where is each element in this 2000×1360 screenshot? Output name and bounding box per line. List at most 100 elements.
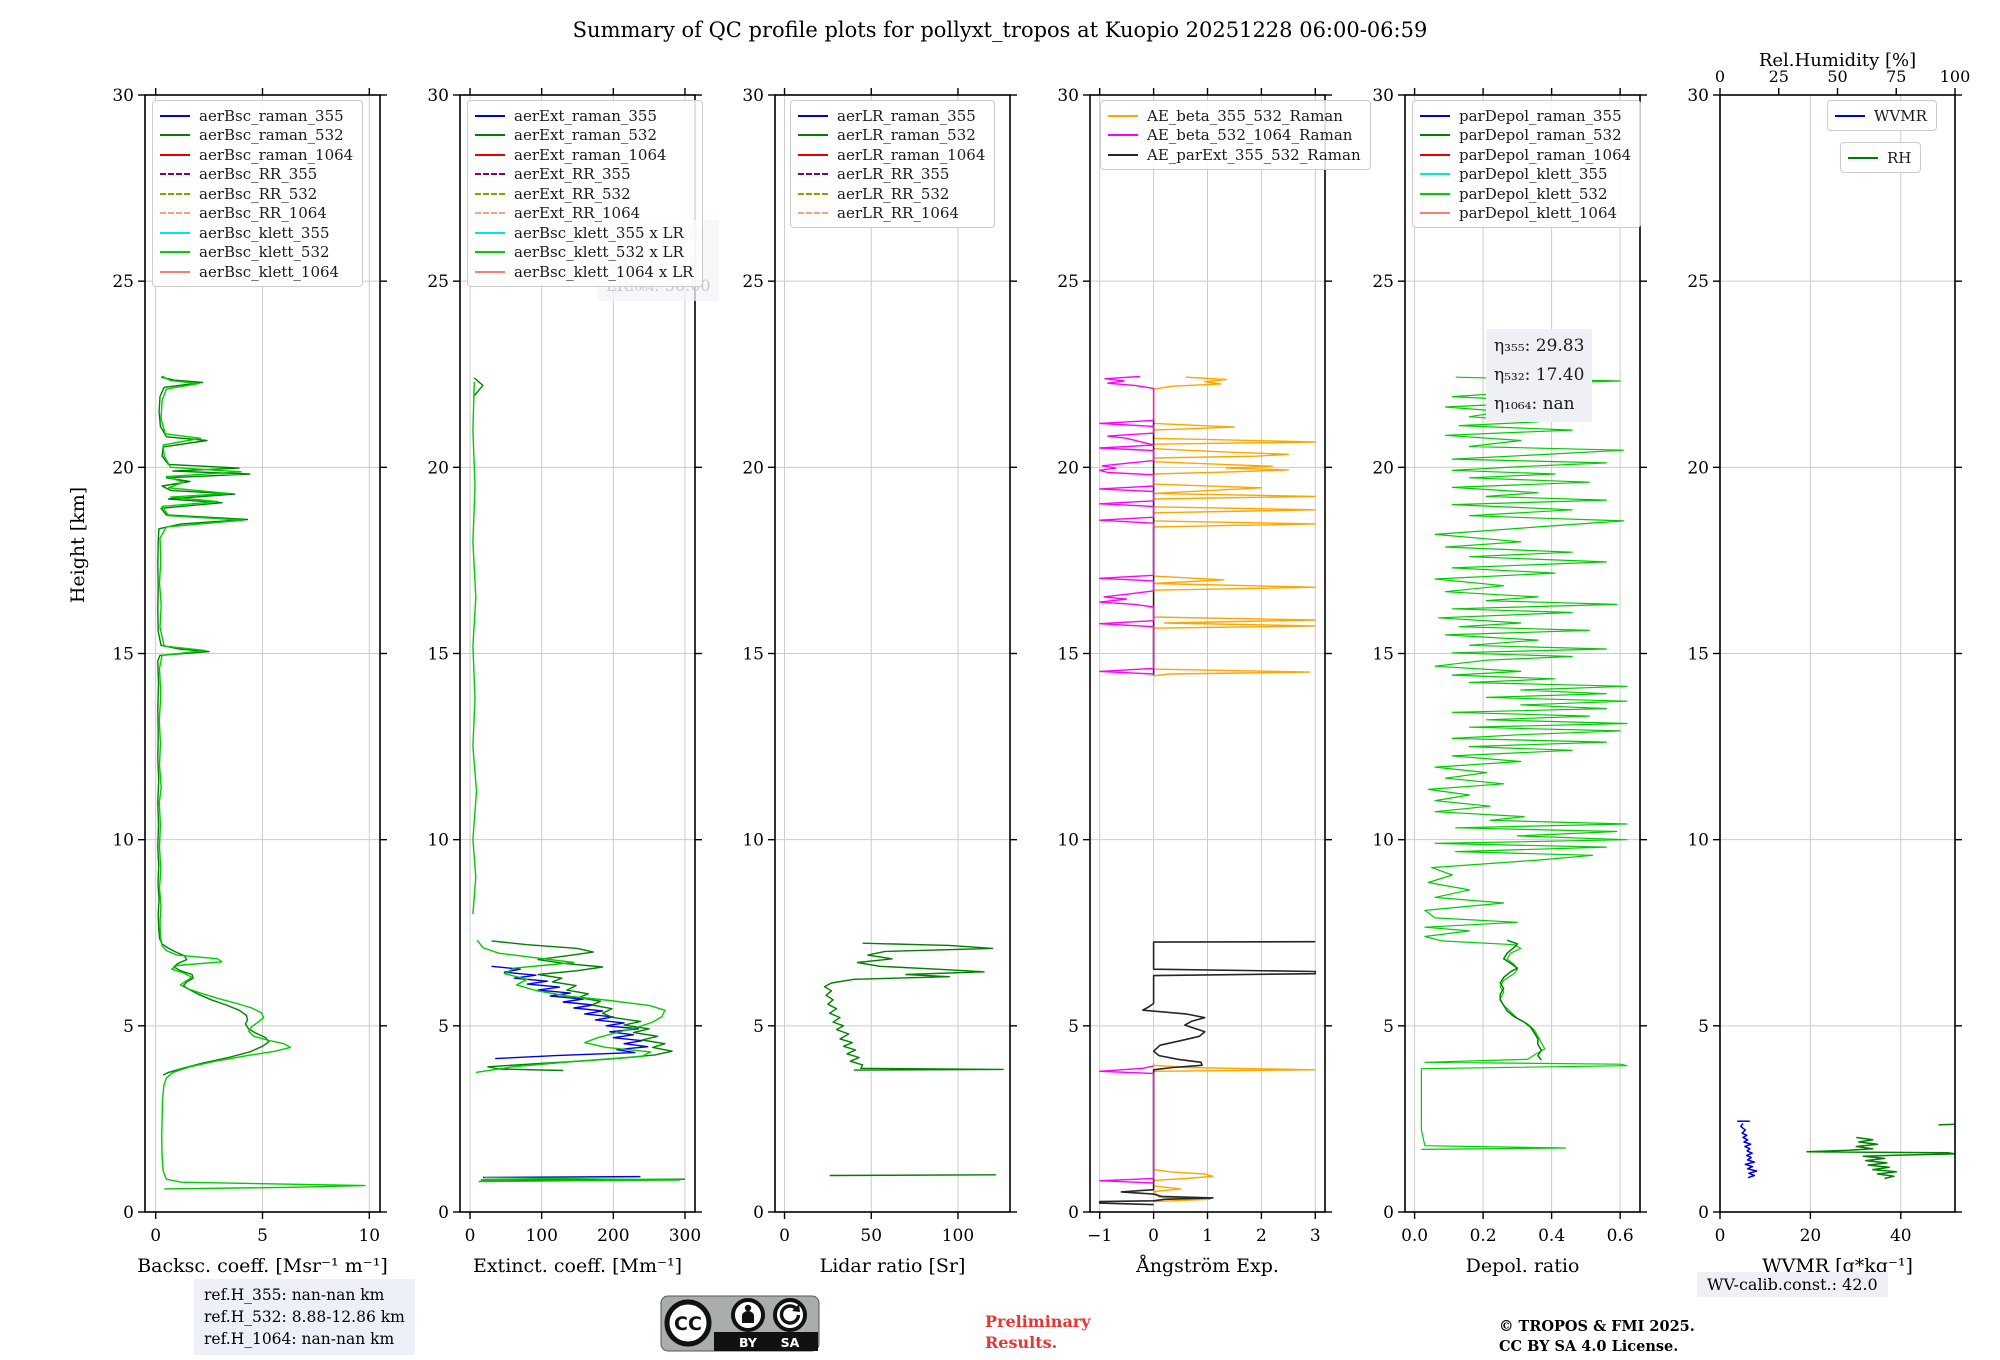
top-tick-label: 50 (1827, 67, 1847, 86)
top-tick-label: 25 (1769, 67, 1789, 86)
series-aerBsc_klett_532_x_LR (472, 381, 680, 1183)
series-aerExt_raman_532 (473, 377, 686, 1181)
reference-height-box: ref.H_355: nan-nan km ref.H_532: 8.88-12… (194, 1279, 415, 1355)
legend-item: AE_beta_532_1064_Raman (1108, 126, 1361, 146)
legend-line-sample (798, 114, 828, 117)
y-tick-label: 5 (753, 1017, 764, 1037)
annotation-line: η₃₅₅: 29.83 (1494, 336, 1585, 356)
y-tick-label: 0 (123, 1203, 134, 1223)
cc-by-sa-badge: CC BY SA (660, 1295, 820, 1352)
x-tick-label: 1 (1202, 1226, 1213, 1246)
y-tick-label: 25 (1372, 272, 1394, 292)
legend-item: aerLR_raman_355 (798, 106, 985, 126)
legend-label: aerBsc_klett_532 x LR (514, 243, 684, 262)
legend-label: aerExt_raman_355 (514, 106, 657, 125)
y-tick-label: 5 (1383, 1017, 1394, 1037)
legend-item: aerExt_RR_1064 (475, 204, 693, 224)
legend-line-sample (475, 114, 505, 117)
legend-item: aerBsc_klett_355 x LR (475, 223, 693, 243)
series-aerBsc_klett_532 (158, 375, 366, 1190)
legend-line-sample (1420, 192, 1450, 195)
x-tick-label: 0.6 (1607, 1226, 1634, 1246)
legend-item: aerBsc_klett_1064 (160, 262, 353, 282)
legend-item: aerExt_RR_355 (475, 165, 693, 185)
x-tick-label: 3 (1310, 1226, 1321, 1246)
legend-label: aerExt_RR_1064 (514, 204, 641, 223)
panel-wvmr: 0 20 40 WVMR [g*kg⁻¹] 0 25 50 75 100 0 5 10 15 20 25 30 (1687, 67, 1970, 1277)
legend-label: aerLR_RR_1064 (837, 204, 960, 223)
legend-depol: parDepol_raman_355 parDepol_raman_532 parD… (1412, 100, 1642, 228)
legend-label: aerBsc_RR_532 (199, 184, 318, 203)
y-tick-label: 20 (112, 458, 134, 478)
x-tick-label: 0 (1148, 1226, 1159, 1246)
y-tick-label: 15 (742, 645, 764, 665)
legend-item: aerLR_raman_1064 (798, 145, 985, 165)
legend-line-sample (160, 134, 190, 137)
x-tick-label: −1 (1087, 1226, 1112, 1246)
y-tick-label: 0 (1383, 1203, 1394, 1223)
legend-item: aerBsc_klett_1064 x LR (475, 262, 693, 282)
x-axis-label: Ångström Exp. (1135, 1255, 1279, 1277)
legend-line-sample (160, 173, 190, 176)
legend-item: aerBsc_klett_355 (160, 223, 353, 243)
legend-item: aerBsc_raman_1064 (160, 145, 353, 165)
legend-line-sample (798, 173, 828, 176)
legend-item: aerExt_raman_1064 (475, 145, 693, 165)
legend-angstroem: AE_beta_355_532_Raman AE_beta_532_1064_Ra… (1100, 100, 1371, 170)
series-AE_beta_355_532_Raman (1152, 376, 1317, 1203)
top-axis-label-rel-humidity: Rel.Humidity [%] (1758, 50, 1917, 71)
y-tick-label: 10 (742, 831, 764, 851)
annotation-line: η₁₀₆₄: nan (1494, 394, 1575, 414)
wv-calibration-constant: WV-calib.const.: 42.0 (1697, 1272, 1888, 1297)
legend-label: aerLR_RR_355 (837, 165, 950, 184)
annotation-depol: η₃₅₅: 29.83 η₅₃₂: 17.40 η₁₀₆₄: nan (1486, 329, 1593, 422)
legend-line-sample (798, 192, 828, 195)
legend-label: parDepol_klett_1064 (1459, 204, 1618, 223)
y-tick-label: 15 (1057, 645, 1079, 665)
legend-line-sample (475, 192, 505, 195)
x-axis-label: Depol. ratio (1466, 1255, 1580, 1277)
legend-label: aerBsc_klett_532 (199, 243, 330, 262)
preliminary-results-note: Preliminary Results. (985, 1312, 1091, 1352)
legend-line-sample (475, 212, 505, 215)
y-tick-label: 10 (1372, 831, 1394, 851)
y-tick-label: 10 (1057, 831, 1079, 851)
legend-label: aerExt_raman_532 (514, 126, 657, 145)
y-tick-label: 25 (1687, 272, 1709, 292)
y-tick-label: 20 (1687, 458, 1709, 478)
x-tick-label: 100 (942, 1226, 974, 1246)
top-tick-label: 100 (1940, 67, 1971, 86)
y-tick-label: 15 (1687, 645, 1709, 665)
x-tick-label: 0.0 (1401, 1226, 1428, 1246)
x-axis-label: WVMR [g*kg⁻¹] (1762, 1255, 1913, 1277)
y-tick-label: 5 (123, 1017, 134, 1037)
series-aerLR_raman_532 (823, 942, 1004, 1177)
cc-icon (664, 1299, 712, 1347)
legend-item: aerBsc_RR_1064 (160, 204, 353, 224)
y-tick-label: 15 (1372, 645, 1394, 665)
series-RH (1806, 1123, 1955, 1180)
legend-label: parDepol_klett_532 (1459, 184, 1608, 203)
legend-line-sample (475, 134, 505, 137)
legend-label: aerBsc_klett_355 x LR (514, 223, 684, 242)
y-tick-label: 10 (112, 831, 134, 851)
y-tick-label: 20 (1057, 458, 1079, 478)
legend-item: aerExt_raman_355 (475, 106, 693, 126)
legend-lidar-ratio: aerLR_raman_355 aerLR_raman_532 aerLR_rama… (790, 100, 996, 228)
legend-item: parDepol_klett_355 (1420, 165, 1631, 185)
legend-line-sample (1835, 114, 1865, 117)
y-tick-label: 30 (427, 86, 449, 106)
badge-strip (714, 1332, 818, 1351)
y-tick-label: 0 (753, 1203, 764, 1223)
legend-line-sample (1848, 156, 1878, 159)
legend-item: aerLR_RR_355 (798, 165, 985, 185)
legend-line-sample (1420, 212, 1450, 215)
legend-extinct: aerExt_raman_355 aerExt_raman_532 aerExt_r… (467, 100, 704, 287)
x-tick-label: 100 (525, 1226, 557, 1246)
top-tick-label: 0 (1715, 67, 1725, 86)
y-tick-label: 20 (1372, 458, 1394, 478)
legend-label: aerBsc_klett_1064 (199, 262, 340, 281)
legend-line-sample (1420, 173, 1450, 176)
